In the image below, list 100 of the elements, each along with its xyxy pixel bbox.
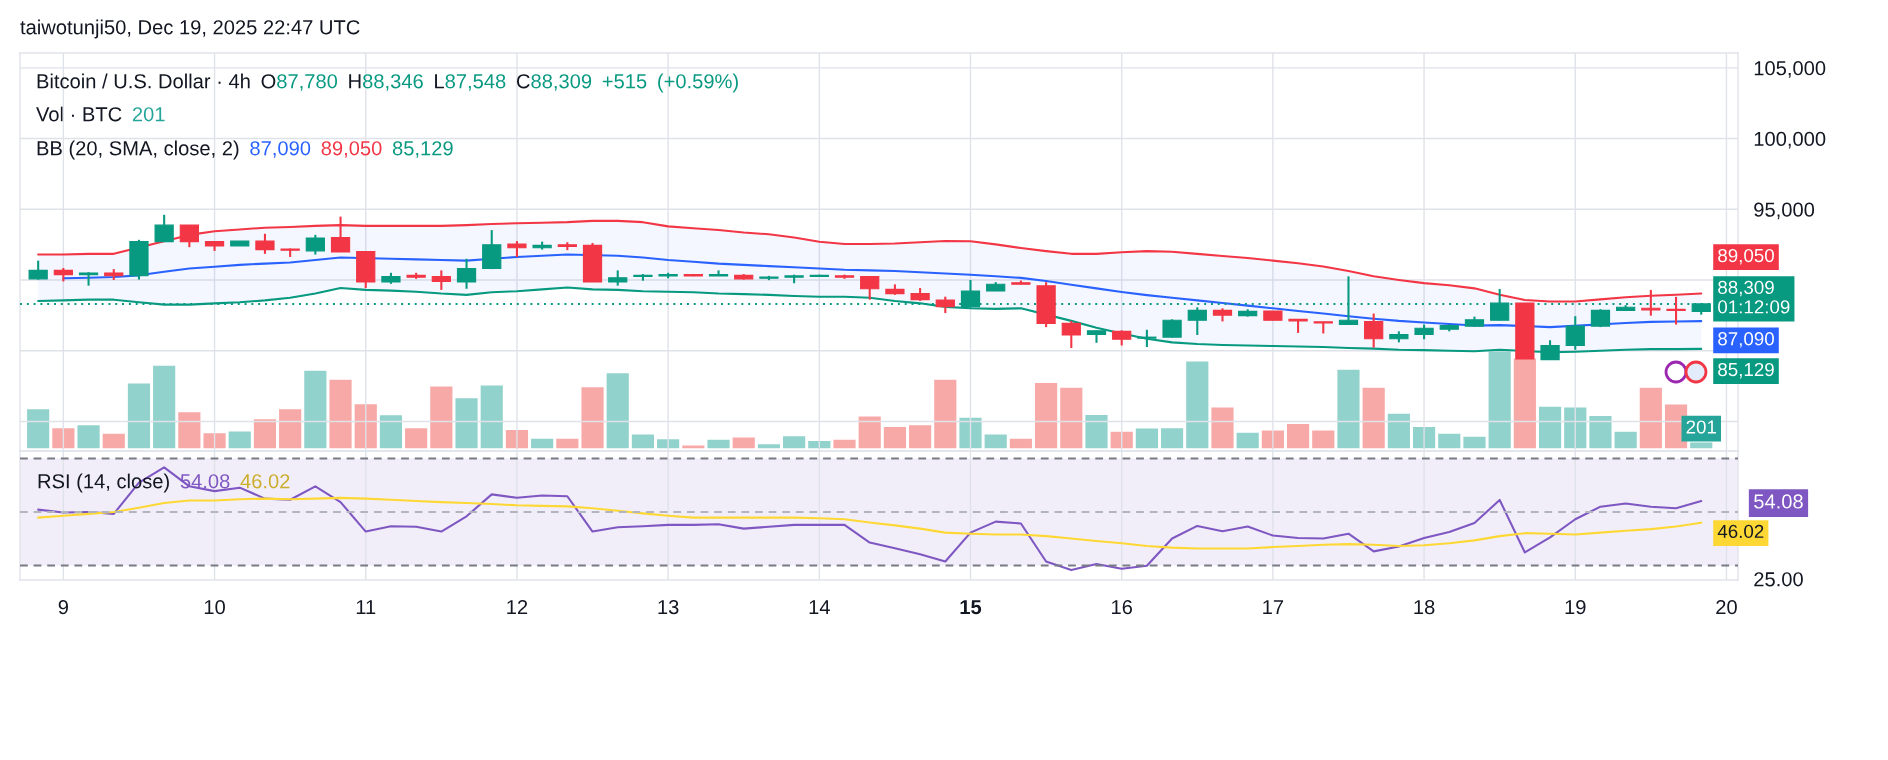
bar [379,415,403,449]
x-tick-label: 10 [204,599,225,615]
candlestick [179,224,199,249]
candlestick [305,233,325,256]
candlestick [1086,329,1107,344]
bar [102,433,125,449]
text: Bitcoin / U.S. Dollar · 4h [37,73,250,89]
y-tick-label: 105,000 [1754,61,1826,78]
bar [1337,369,1360,449]
candlestick [1187,306,1207,337]
candlestick [860,275,880,301]
bar [909,425,932,449]
bar [480,385,503,449]
x-tick-label: 9 [58,599,69,615]
bar [883,426,906,449]
bar [707,439,730,449]
line-series [37,496,1703,550]
bar [1035,383,1058,449]
bar [1564,407,1587,449]
bar [1362,387,1385,449]
bar [27,409,50,449]
bar [127,383,151,449]
x-tick-label: 20 [1716,599,1737,615]
bar [1236,432,1259,449]
y-tick-label: 54.08 [1754,494,1803,509]
bar [1589,415,1612,449]
bar [858,416,881,449]
bar [531,438,554,449]
candlestick [431,269,451,291]
bar [1639,387,1662,449]
bar [984,434,1007,449]
bar [253,419,277,449]
bar [203,433,226,449]
x-tick-label: 15 [960,600,982,615]
line-series [62,253,1703,329]
y-tick-label: 25.00 [1754,572,1803,587]
bar [430,386,453,449]
x-tick-label: 13 [658,599,679,615]
bar [1690,442,1713,449]
bar [178,412,201,449]
bar [279,409,302,449]
bar [1387,413,1410,449]
x-tick-label: 17 [1263,600,1284,615]
candlestick [255,232,275,255]
bar [556,438,579,449]
bar [1538,406,1562,449]
y-tick-label: 100,000 [1754,131,1826,149]
bar [581,387,604,449]
ref-line-label: 88,309 01:12:09 [1718,280,1790,314]
bar [1135,428,1158,449]
bar [1513,358,1536,449]
candlestick [154,213,174,243]
bar [606,373,629,449]
x-tick-label: 16 [1112,599,1133,615]
candlestick [28,259,48,281]
bar [1085,415,1108,449]
x-tick-label: 19 [1565,599,1586,615]
bar [631,434,655,449]
text: 85,129 [392,141,453,158]
x-tick-label: 11 [356,600,376,615]
bar [153,365,176,449]
bar [228,431,251,449]
candlestick [456,257,477,290]
bar [52,428,75,449]
text: 201 [132,107,165,122]
chart-title: Vol · BTC [36,106,122,122]
text: taiwotunji50, Dec 19, 2025 22:47 UTC [20,19,360,39]
bar [329,379,352,449]
candlestick [1061,319,1081,350]
text: 89,050 [321,141,382,158]
data-label: 201 [1686,420,1716,434]
bar [1488,350,1511,449]
candlestick [708,269,729,277]
bar [1614,431,1637,449]
data-label: 89,050 [1718,248,1774,265]
bar [757,444,780,449]
bar [354,404,377,449]
bar [1009,438,1032,449]
bar [1286,423,1310,449]
bar [1186,361,1209,449]
legend-title: BB (20, SMA, close, 2) [37,140,239,160]
y-tick-label: 95,000 [1754,202,1815,220]
data-label: 87,090 [1718,332,1774,348]
x-tick-label: 14 [809,600,830,615]
bar [304,370,327,449]
bar [833,439,856,449]
bar [1110,431,1133,449]
bar [1438,433,1461,449]
candlestick [482,229,502,271]
x-tick-label: 12 [507,599,528,615]
bar [1211,407,1234,449]
candlestick [1338,275,1359,326]
text: O87,780 H88,346 L87,548 C88,309 +515 (+0.59%) [261,73,738,93]
data-label: 85,129 [1718,362,1774,379]
text: 87,090 [250,141,311,158]
bar [455,398,478,449]
bar [405,428,428,449]
candlestick [1162,318,1182,339]
bar [959,417,982,449]
bar [783,436,806,449]
